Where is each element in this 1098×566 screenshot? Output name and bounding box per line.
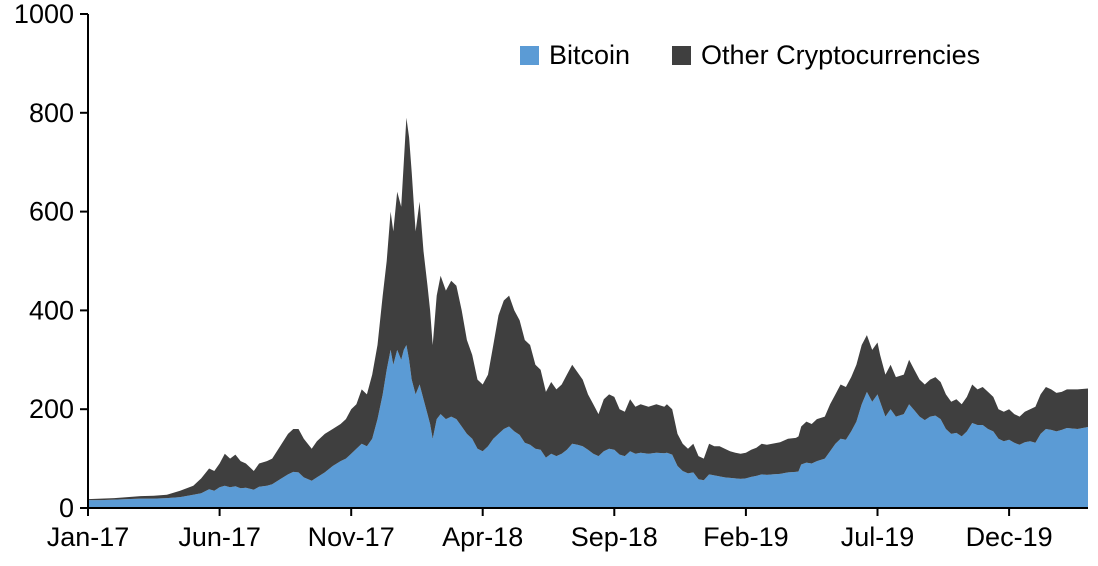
x-tick-label: Dec-19 <box>966 522 1053 552</box>
bitcoin-legend-swatch <box>520 46 539 65</box>
x-tick-label: Jan-17 <box>47 522 130 552</box>
legend-item-other-cryptocurrencies: Other Cryptocurrencies <box>672 40 980 71</box>
y-tick-label: 200 <box>29 394 74 424</box>
y-tick-label: 600 <box>29 197 74 227</box>
x-tick-label: Jul-19 <box>841 522 915 552</box>
other-cryptocurrencies-area-series <box>88 117 1088 501</box>
bitcoin-legend-label: Bitcoin <box>549 40 631 70</box>
legend: Bitcoin Other Cryptocurrencies <box>520 40 980 71</box>
y-tick-label: 400 <box>29 295 74 325</box>
other-cryptocurrencies-legend-label: Other Cryptocurrencies <box>701 40 981 70</box>
legend-item-bitcoin: Bitcoin <box>520 40 630 71</box>
x-tick-label: Nov-17 <box>308 522 395 552</box>
x-tick-label: Jun-17 <box>178 522 261 552</box>
x-tick-label: Apr-18 <box>442 522 523 552</box>
x-tick-label: Feb-19 <box>703 522 789 552</box>
bitcoin-area-series <box>88 345 1088 508</box>
y-tick-label: 800 <box>29 98 74 128</box>
x-tick-label: Sep-18 <box>571 522 658 552</box>
y-tick-label: 0 <box>59 493 74 523</box>
y-tick-label: 1000 <box>14 0 74 29</box>
other-cryptocurrencies-legend-swatch <box>672 46 692 65</box>
